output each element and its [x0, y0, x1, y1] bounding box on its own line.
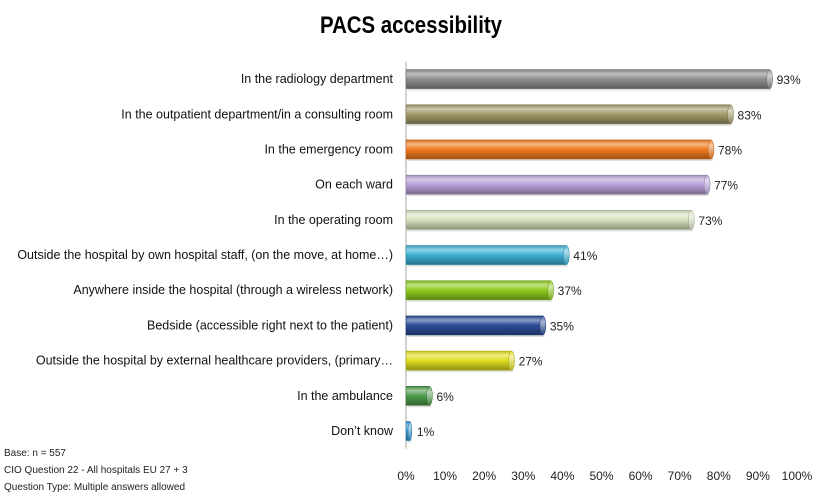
- category-label-on-each-ward: On each ward: [315, 178, 393, 192]
- x-tick-label-30: 30%: [511, 469, 535, 483]
- value-labels-group: 93% 83% 78% 77% 73% 41% 37% 35% 27% 6% 1%: [417, 73, 801, 439]
- category-label-outside-the-hospital-by-external-healthc: Outside the hospital by external healthc…: [36, 354, 393, 368]
- value-label-bedside-accessible-right-next-to-the-pat: 35%: [550, 319, 574, 333]
- bar-end-cap: [407, 421, 413, 441]
- x-tick-label-50: 50%: [589, 469, 613, 483]
- bar-in-the-operating-room: [405, 210, 695, 232]
- x-tick-label-40: 40%: [550, 469, 574, 483]
- bar-in-the-radiology-department: [405, 69, 773, 91]
- bar-body: [405, 245, 567, 265]
- category-label-in-the-radiology-department: In the radiology department: [241, 72, 394, 86]
- category-label-outside-the-hospital-by-own-hospital-sta: Outside the hospital by own hospital sta…: [17, 248, 393, 262]
- bar-bedside-accessible-right-next-to-the-pat: [405, 315, 547, 337]
- bar-end-cap: [426, 386, 433, 406]
- bar-body: [405, 315, 544, 336]
- bar-body: [405, 139, 712, 160]
- category-label-in-the-outpatient-department-in-a-consul: In the outpatient department/in a consul…: [121, 107, 393, 121]
- bar-end-cap: [547, 280, 554, 300]
- bar-body: [405, 69, 770, 89]
- bar-outside-the-hospital-by-external-healthc: [405, 350, 515, 373]
- category-label-in-the-ambulance: In the ambulance: [297, 389, 393, 403]
- bar-in-the-outpatient-department-in-a-consul: [405, 104, 734, 126]
- x-tick-label-10: 10%: [433, 469, 457, 483]
- bar-outside-the-hospital-by-own-hospital-sta: [405, 245, 570, 267]
- bar-in-the-ambulance: [405, 386, 433, 408]
- bar-body: [405, 174, 708, 195]
- bar-end-cap: [563, 245, 570, 265]
- value-label-in-the-emergency-room: 78%: [718, 143, 742, 157]
- footnote-question-type: Question Type: Multiple answers allowed: [4, 482, 185, 493]
- value-label-anywhere-inside-the-hospital-through-a-w: 37%: [558, 284, 582, 298]
- bar-end-cap: [539, 315, 547, 336]
- value-label-on-each-ward: 77%: [714, 179, 738, 193]
- category-label-in-the-operating-room: In the operating room: [274, 213, 393, 227]
- value-label-outside-the-hospital-by-own-hospital-sta: 41%: [573, 249, 597, 263]
- chart-title: PACS accessibility: [320, 12, 503, 39]
- bar-body: [405, 210, 692, 230]
- x-axis-tick-labels: 0% 10% 20% 30% 40% 50% 60% 70% 80% 90% 100%: [397, 469, 812, 483]
- bar-body: [405, 350, 512, 371]
- value-label-in-the-operating-room: 73%: [698, 214, 722, 228]
- x-tick-label-70: 70%: [668, 469, 692, 483]
- x-tick-label-90: 90%: [746, 469, 770, 483]
- category-label-anywhere-inside-the-hospital-through-a-w: Anywhere inside the hospital (through a …: [73, 283, 393, 297]
- bar-end-cap: [508, 350, 515, 371]
- x-tick-label-20: 20%: [472, 469, 496, 483]
- bar-in-the-emergency-room: [405, 139, 715, 161]
- footnote-base: Base: n = 557: [4, 448, 66, 459]
- category-labels-group: In the radiology department In the outpat…: [17, 72, 394, 438]
- bar-end-cap: [766, 69, 773, 89]
- value-label-in-the-ambulance: 6%: [436, 390, 454, 404]
- category-label-don-t-know: Don’t know: [331, 424, 394, 438]
- bar-body: [405, 386, 430, 406]
- x-tick-label-60: 60%: [629, 469, 653, 483]
- value-label-outside-the-hospital-by-external-healthc: 27%: [519, 355, 543, 369]
- bar-don-t-know: [405, 421, 413, 443]
- bar-end-cap: [688, 210, 695, 230]
- bars-group: [405, 69, 773, 443]
- x-tick-label-0: 0%: [397, 469, 415, 483]
- bar-on-each-ward: [405, 174, 711, 197]
- bar-end-cap: [727, 104, 734, 125]
- x-tick-label-80: 80%: [707, 469, 731, 483]
- bar-end-cap: [703, 174, 711, 195]
- value-label-don-t-know: 1%: [417, 425, 435, 439]
- x-tick-label-100: 100%: [782, 469, 813, 483]
- bar-end-cap: [707, 139, 715, 160]
- value-label-in-the-outpatient-department-in-a-consul: 83%: [738, 108, 762, 122]
- bar-body: [405, 280, 551, 301]
- category-label-bedside-accessible-right-next-to-the-pat: Bedside (accessible right next to the pa…: [147, 318, 393, 332]
- footnote-question: CIO Question 22 - All hospitals EU 27 + …: [4, 465, 188, 476]
- bar-body: [405, 104, 731, 125]
- value-label-in-the-radiology-department: 93%: [777, 73, 801, 87]
- category-label-in-the-emergency-room: In the emergency room: [264, 142, 393, 156]
- footnote: Base: n = 557 CIO Question 22 - All hosp…: [4, 448, 188, 493]
- bar-anywhere-inside-the-hospital-through-a-w: [405, 280, 554, 302]
